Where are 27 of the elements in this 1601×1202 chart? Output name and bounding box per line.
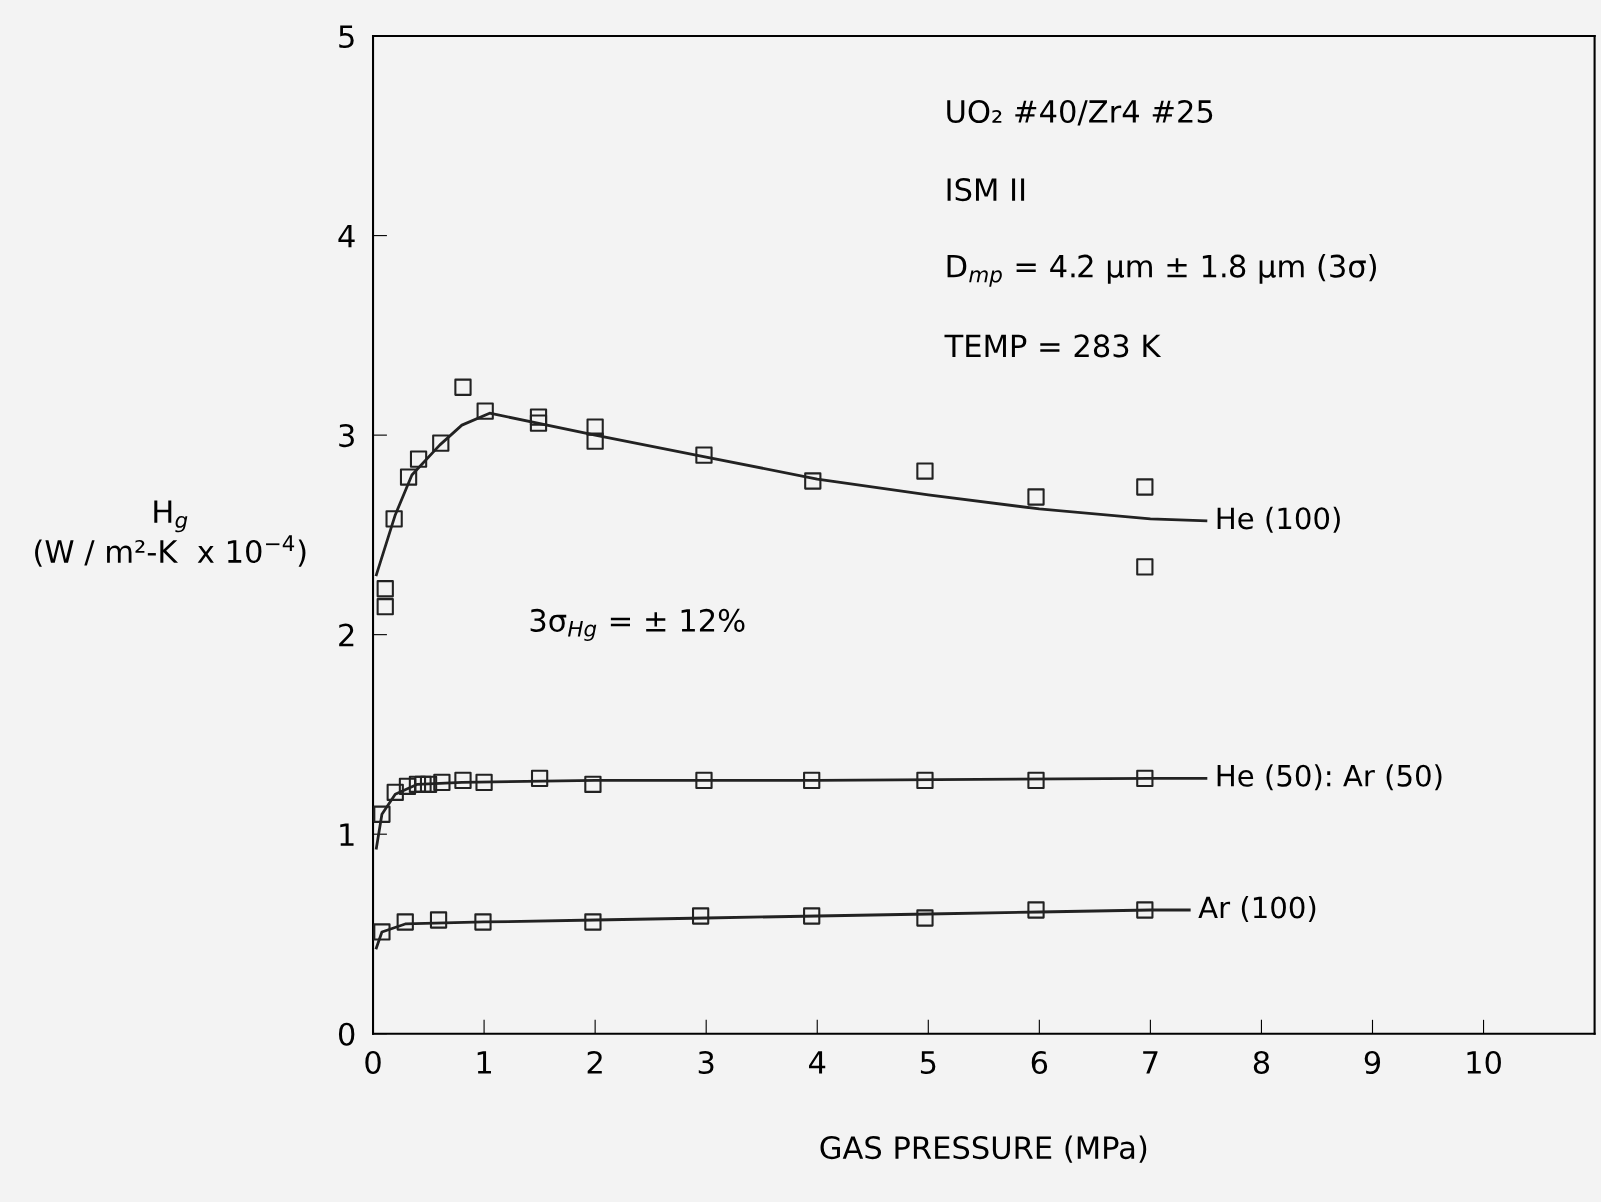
x-tick-label: 5 xyxy=(920,1051,936,1075)
x-tick-label: 9 xyxy=(1364,1050,1381,1075)
x-tick-label: 1 xyxy=(477,1051,491,1074)
x-tick-label: 2 xyxy=(587,1050,602,1074)
y-axis-title: H$_{g}$ (W / m²-K x 10$^{−4}$) xyxy=(35,500,306,567)
x-tick-label: 6 xyxy=(1031,1050,1048,1075)
annotation: 3σ$_{Hg}$ = ± 12% xyxy=(530,608,745,641)
x-tick-label: 10 xyxy=(1467,1050,1501,1075)
x-tick-label: 4 xyxy=(809,1051,826,1074)
annotation: ISM II xyxy=(947,178,1025,202)
y-tick-label: 3 xyxy=(339,424,354,448)
x-tick-label: 0 xyxy=(365,1050,381,1075)
y-tick-label: 4 xyxy=(338,224,355,248)
annotation: D$_{mp}$ = 4.2 μm ± 1.8 μm (3σ) xyxy=(947,254,1376,287)
y-tick-label: 2 xyxy=(339,623,354,647)
x-axis-title: GAS PRESSURE (MPa) xyxy=(820,1135,1147,1163)
x-tick-label: 7 xyxy=(1143,1051,1158,1074)
series-label: He (100) xyxy=(1217,506,1340,533)
x-tick-label: 8 xyxy=(1253,1050,1270,1075)
y-tick-label: 1 xyxy=(340,823,354,846)
x-tick-label: 3 xyxy=(698,1050,714,1075)
y-tick-label: 0 xyxy=(338,1022,355,1046)
series-label: He (50): Ar (50) xyxy=(1217,764,1442,791)
annotation: TEMP = 283 K xyxy=(944,334,1162,358)
y-tick-label: 5 xyxy=(339,25,354,49)
series-label: Ar (100) xyxy=(1198,895,1316,922)
annotation: UO₂ #40/Zr4 #25 xyxy=(947,99,1213,126)
